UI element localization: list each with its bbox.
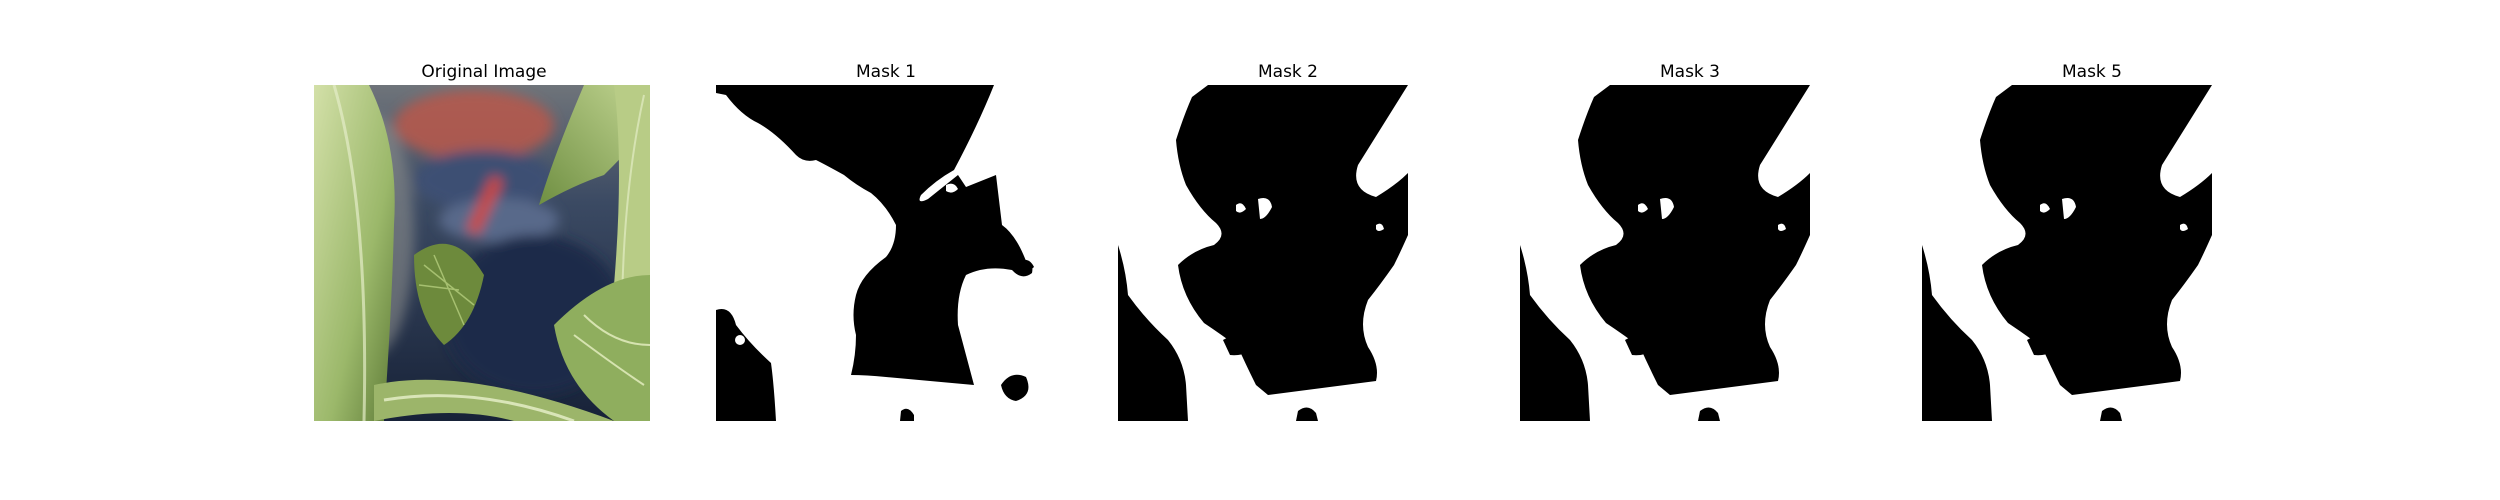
original-photo — [314, 85, 650, 421]
mask-3-image — [1520, 85, 1856, 421]
panel-title: Mask 5 — [2061, 62, 2122, 82]
mask-2-image — [1118, 85, 1454, 421]
panel-title: Mask 1 — [855, 62, 916, 82]
mask-5-image — [1922, 85, 2258, 421]
panel-title: Mask 2 — [1257, 62, 1318, 82]
panel-title: Mask 3 — [1659, 62, 1720, 82]
panel-title: Original Image — [421, 62, 547, 82]
mask-1-image — [716, 85, 1052, 421]
